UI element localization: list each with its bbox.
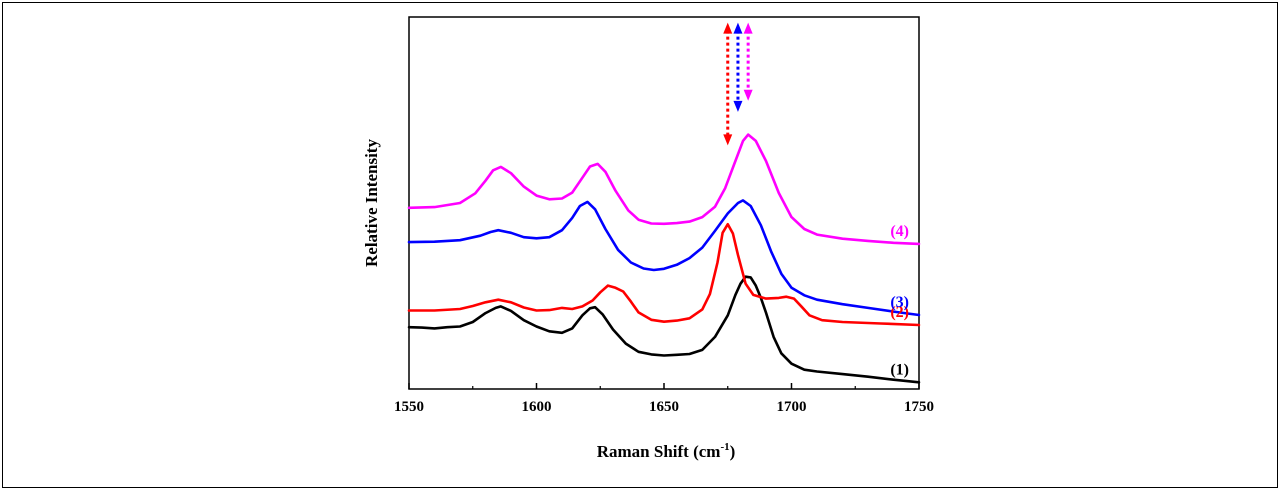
x-tick-label: 1600 bbox=[522, 399, 552, 415]
y-axis-title: Relative Intensity bbox=[362, 139, 381, 267]
series-label-group: (1) (2)(3) (4) bbox=[890, 223, 909, 378]
peak-marker-arrow-down-3 bbox=[743, 89, 753, 101]
peak-marker-arrow-down-1 bbox=[723, 134, 733, 146]
x-tick-label: 1650 bbox=[649, 399, 679, 415]
series-label-2: (2) bbox=[890, 304, 909, 321]
spectrum-line-2 bbox=[407, 222, 921, 327]
series-label-4: (4) bbox=[890, 223, 909, 240]
peak-marker-arrow-down-2 bbox=[733, 100, 743, 112]
peak-marker-group bbox=[723, 22, 753, 146]
x-tick-label: 1550 bbox=[394, 399, 424, 415]
plot-area bbox=[408, 16, 920, 390]
peak-marker-arrow-up-3 bbox=[743, 22, 753, 34]
spectrum-line-4 bbox=[407, 133, 921, 246]
x-tick-label: 1700 bbox=[777, 399, 807, 415]
spectrum-line-3 bbox=[407, 199, 921, 317]
x-tick-label: 1750 bbox=[904, 399, 934, 415]
series-label-1: (1) bbox=[890, 361, 909, 378]
peak-marker-arrow-up-1 bbox=[723, 22, 733, 34]
x-axis-title: Raman Shift (cm-1) bbox=[597, 441, 736, 461]
peak-marker-arrow-up-2 bbox=[733, 22, 743, 34]
series-label-3: (3) bbox=[890, 294, 909, 311]
x-axis-ticks: 1550 1600 1650 1700 1750 bbox=[394, 383, 934, 415]
spectrum-line-1 bbox=[407, 275, 921, 384]
series-group bbox=[407, 133, 921, 384]
